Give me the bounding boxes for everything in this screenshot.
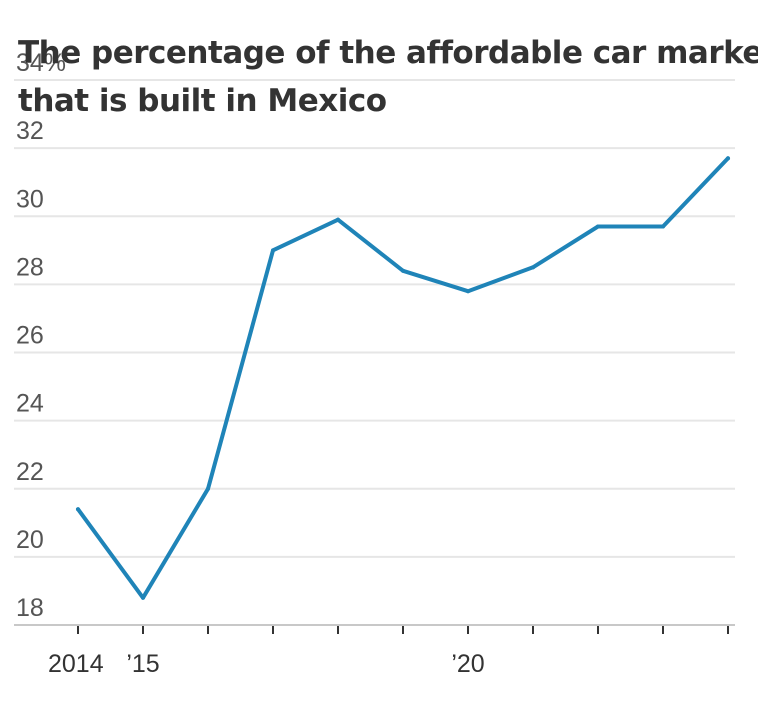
y-tick-label: 32: [16, 117, 44, 145]
y-tick-label: 18: [16, 594, 44, 622]
x-tick-label: ’20: [451, 650, 484, 678]
gridlines: [14, 79, 735, 558]
x-axis-ticks: 2014 ’15 ’20: [48, 626, 729, 678]
series-layer: [76, 156, 730, 600]
data-point: [401, 268, 405, 273]
y-tick-label: 22: [16, 458, 44, 486]
data-point: [531, 265, 535, 270]
chart-title: The percentage of the affordable car mar…: [18, 35, 758, 119]
data-point: [141, 595, 145, 600]
data-point: [661, 224, 665, 229]
chart-title-line-2: that is built in Mexico: [18, 83, 387, 119]
y-tick-label: 30: [16, 185, 44, 213]
y-axis-tick-labels: 34% 32 30 28 26 24 22 20 18: [16, 49, 66, 622]
y-tick-label: 34%: [16, 49, 66, 77]
y-tick-label: 26: [16, 322, 44, 350]
x-tick-label: 2014: [48, 650, 104, 678]
y-tick-label: 20: [16, 526, 44, 554]
series-line: [76, 156, 730, 600]
data-point: [726, 156, 730, 161]
data-point: [271, 248, 275, 253]
y-tick-label: 28: [16, 253, 44, 281]
chart-title-line-1: The percentage of the affordable car mar…: [18, 35, 758, 71]
y-tick-label: 24: [16, 390, 44, 418]
data-point: [466, 289, 470, 294]
data-point: [206, 486, 210, 491]
data-point: [336, 217, 340, 222]
data-point: [76, 507, 80, 512]
x-tick-label: ’15: [126, 650, 159, 678]
data-point: [596, 224, 600, 229]
